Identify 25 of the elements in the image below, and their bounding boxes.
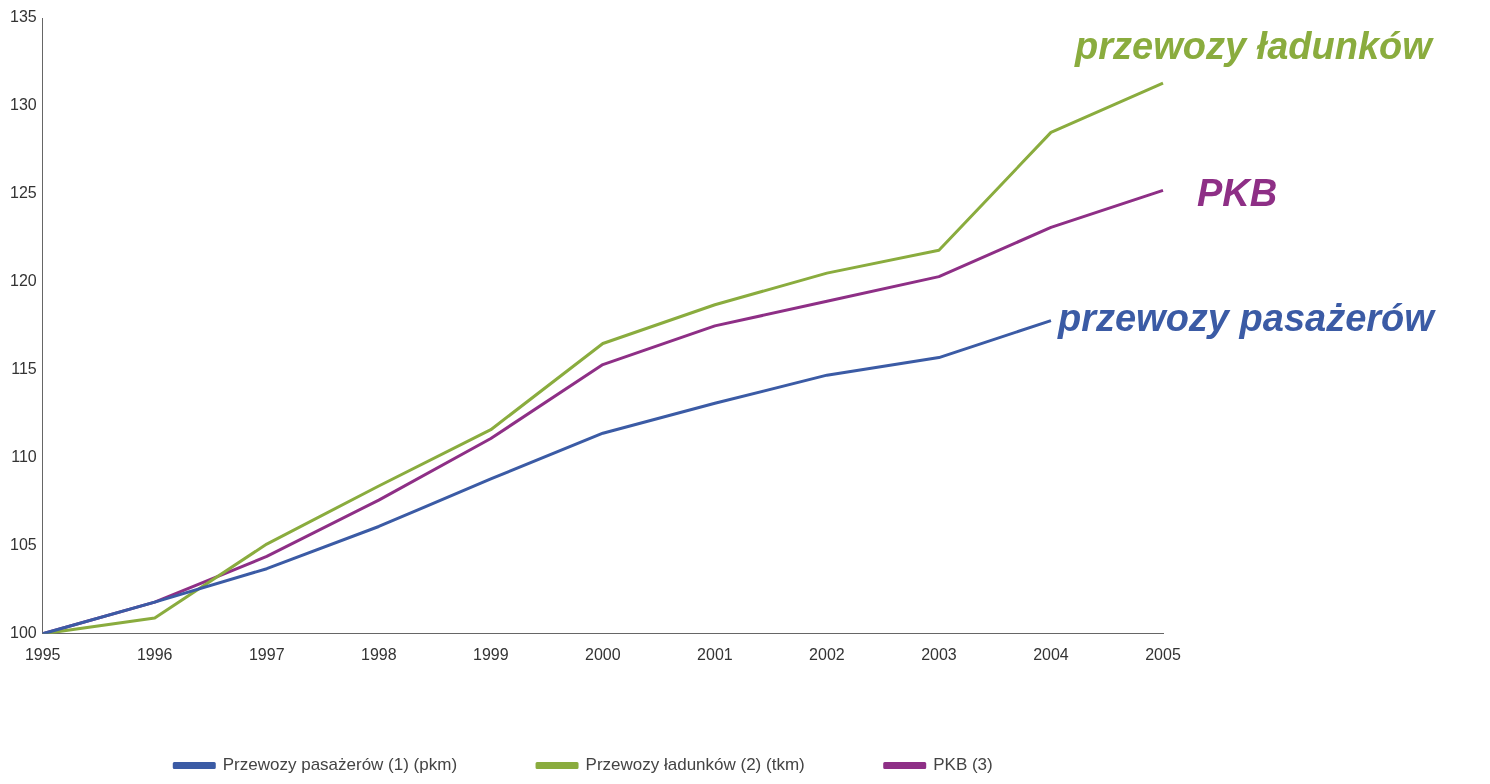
x-tick-label: 2005 bbox=[1145, 645, 1181, 663]
x-tick-label: 2004 bbox=[1033, 645, 1069, 663]
y-tick-label: 115 bbox=[11, 360, 37, 378]
y-tick-label: 135 bbox=[9, 8, 37, 26]
legend-label: Przewozy ładunków (2) (tkm) bbox=[585, 755, 805, 775]
y-tick-label: 125 bbox=[9, 184, 37, 202]
x-tick-label: 1997 bbox=[248, 645, 285, 663]
text: PKB bbox=[1197, 171, 1278, 214]
x-tick-label: 2002 bbox=[809, 645, 845, 663]
y-tick-label: 100 bbox=[9, 624, 37, 642]
annotation: przewozy ładunków bbox=[1074, 24, 1435, 67]
annotation: przewozy pasażerów bbox=[1056, 297, 1437, 340]
legend-label: PKB (3) bbox=[933, 755, 993, 775]
y-tick-label: 120 bbox=[9, 272, 37, 290]
legend-label: Przewozy pasażerów (1) (pkm) bbox=[222, 755, 458, 775]
x-tick-label: 1996 bbox=[136, 645, 173, 663]
y-tick-label: 105 bbox=[9, 536, 37, 554]
x-tick-label: 2003 bbox=[921, 645, 957, 663]
y-tick-label: 130 bbox=[9, 96, 37, 114]
y-tick-label: 110 bbox=[11, 448, 37, 466]
x-tick-label: 2000 bbox=[585, 645, 621, 663]
x-tick-label: 1999 bbox=[473, 645, 509, 663]
x-tick-label: 1998 bbox=[360, 645, 397, 663]
x-tick-label: 2001 bbox=[697, 645, 733, 663]
x-tick-label: 1995 bbox=[24, 645, 61, 663]
